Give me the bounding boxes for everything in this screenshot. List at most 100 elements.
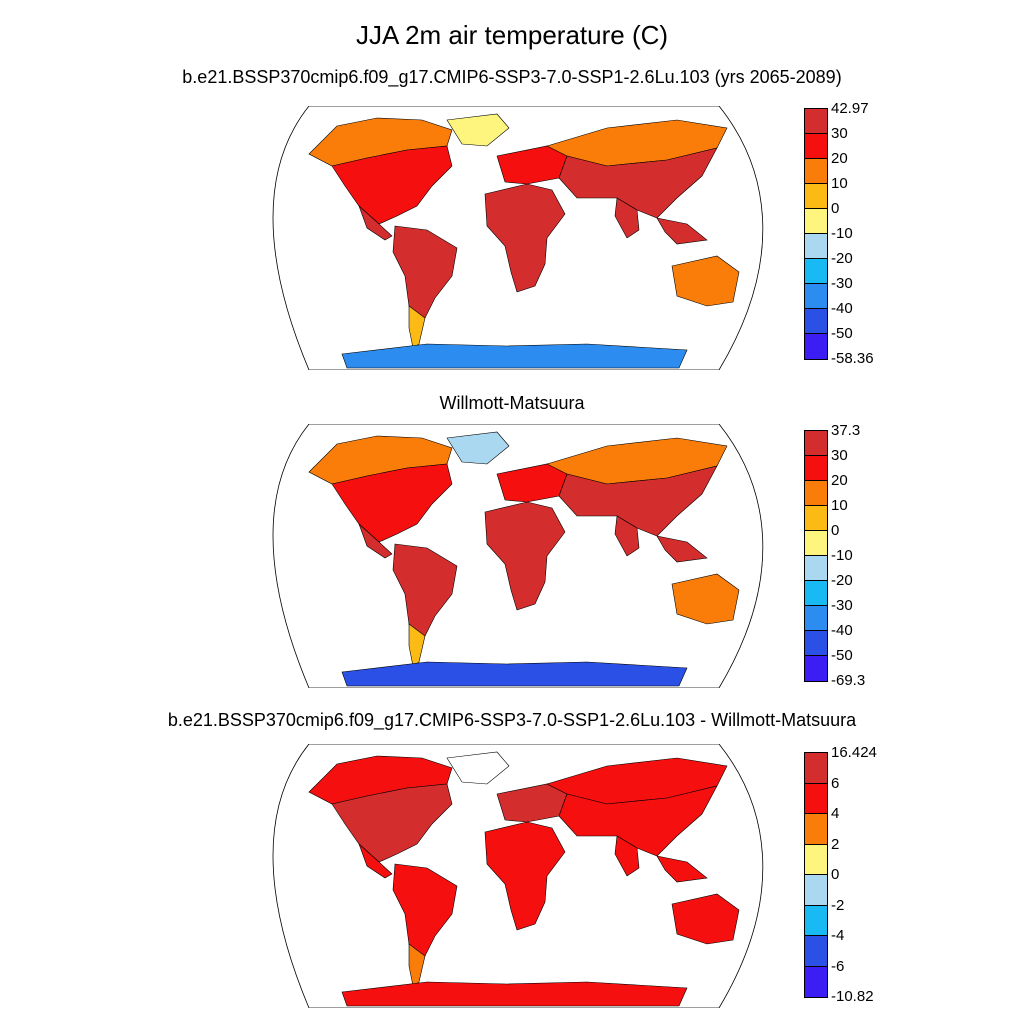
land-antarctica	[341, 661, 688, 687]
land-india	[614, 197, 640, 239]
colorbar-box	[804, 752, 828, 785]
colorbar-tick-label: 30	[831, 447, 848, 464]
panel-2-colorbar: 37.3 30 20 10 0 -10 -20 -30 -40 -50 -69.3	[804, 423, 924, 688]
land-central	[358, 205, 393, 241]
colorbar-tick-label: -40	[831, 622, 853, 639]
colorbar-tick-label: 4	[831, 805, 840, 822]
world-map	[272, 424, 764, 688]
land-na-mid	[331, 463, 453, 543]
colorbar-box	[804, 108, 828, 135]
colorbar-tick-label: 30	[831, 125, 848, 142]
colorbar-tick-label: 20	[831, 150, 848, 167]
land-greenland	[446, 751, 510, 785]
colorbar-tick-label: 16.424	[831, 744, 877, 761]
colorbar-box	[804, 233, 828, 260]
world-map	[272, 106, 764, 370]
colorbar-box	[804, 283, 828, 310]
colorbar-tick-label: -50	[831, 325, 853, 342]
colorbar-tick-label: 37.3	[831, 422, 861, 439]
land-seasia	[656, 217, 708, 245]
land-asia-mid	[558, 465, 718, 537]
colorbar-box	[804, 580, 828, 607]
panel-3-map	[247, 744, 781, 1008]
land-africa	[484, 501, 566, 611]
colorbar-tick-label: -40	[831, 300, 853, 317]
colorbar-box	[804, 605, 828, 632]
colorbar-box	[804, 208, 828, 235]
colorbar-tick-label: 6	[831, 774, 840, 792]
colorbar-box	[804, 308, 828, 335]
land-africa	[484, 183, 566, 293]
land-antarctica	[341, 343, 688, 369]
colorbar-tick-label: 10	[831, 497, 848, 514]
colorbar-tick-label: -20	[831, 250, 853, 267]
colorbar-tick-label: -2	[831, 896, 845, 914]
colorbar-box	[804, 133, 828, 160]
land-central	[358, 843, 393, 879]
land-seasia	[656, 855, 708, 883]
panel-2-map	[247, 424, 781, 688]
land-africa	[484, 821, 566, 931]
colorbar-tick-label: 10	[831, 175, 848, 192]
colorbar-box	[804, 935, 828, 968]
colorbar-tick-label: 0	[831, 200, 840, 217]
panel-1-colorbar: 42.97 30 20 10 0 -10 -20 -30 -40 -50 -58.36	[804, 101, 924, 366]
colorbar-box	[804, 158, 828, 185]
colorbar-box	[804, 843, 828, 876]
figure-title: JJA 2m air temperature (C)	[355, 20, 669, 50]
colorbar-box	[804, 630, 828, 657]
colorbar-box	[804, 555, 828, 582]
panel-1-map	[247, 106, 781, 370]
colorbar-box	[804, 782, 828, 815]
colorbar-tick-label: 20	[831, 472, 848, 489]
colorbar-box	[804, 655, 828, 682]
colorbar-box	[804, 183, 828, 210]
colorbar-tick-label: -50	[831, 647, 853, 664]
colorbar-tick-label: 42.97	[831, 100, 869, 117]
colorbar-tick-label: -4	[831, 927, 845, 944]
panel-1-subtitle: b.e21.BSSP370cmip6.f09_g17.CMIP6-SSP3-7.…	[182, 67, 842, 87]
colorbar-box	[804, 258, 828, 285]
land-asia-mid	[558, 785, 718, 857]
colorbar-box	[804, 455, 828, 482]
land-australia	[671, 255, 740, 307]
colorbar-box	[804, 333, 828, 360]
panel-3-subtitle: b.e21.BSSP370cmip6.f09_g17.CMIP6-SSP3-7.…	[167, 710, 857, 730]
colorbar-tick-label: -30	[831, 597, 853, 614]
land-na-mid	[331, 783, 453, 863]
colorbar-box	[804, 505, 828, 532]
land-central	[358, 523, 393, 559]
land-greenland	[446, 431, 510, 465]
colorbar-box	[804, 874, 828, 907]
colorbar-tick-label: -30	[831, 275, 853, 292]
land-india	[614, 515, 640, 557]
land-greenland	[446, 113, 510, 147]
colorbar-tick-label: -10.82	[831, 988, 874, 1005]
land-india	[614, 835, 640, 877]
colorbar-tick-label: -10	[831, 547, 853, 564]
land-australia	[671, 893, 740, 945]
colorbar-box	[804, 430, 828, 457]
map-border	[272, 106, 764, 370]
land-seasia	[656, 535, 708, 563]
colorbar-tick-label: 0	[831, 866, 840, 883]
colorbar-tick-label: -10	[831, 225, 853, 242]
world-map	[272, 744, 764, 1008]
land-antarctica	[341, 981, 688, 1007]
colorbar-box	[804, 965, 828, 998]
colorbar-tick-label: -20	[831, 572, 853, 589]
land-asia-mid	[558, 147, 718, 219]
colorbar-tick-label: 2	[831, 835, 840, 853]
colorbar-tick-label: -58.36	[831, 350, 874, 367]
colorbar-tick-label: -6	[831, 957, 845, 975]
panel-3-colorbar: 16.424 6 4 2 0 -2 -4 -6 -10.82	[804, 745, 924, 1004]
land-na-mid	[331, 145, 453, 225]
colorbar-box	[804, 813, 828, 846]
map-border	[272, 424, 764, 688]
land-australia	[671, 573, 740, 625]
colorbar-box	[804, 904, 828, 937]
panel-2-subtitle: Willmott-Matsuura	[439, 393, 585, 413]
colorbar-box	[804, 530, 828, 557]
colorbar-tick-label: 0	[831, 522, 840, 539]
colorbar-tick-label: -69.3	[831, 672, 866, 689]
